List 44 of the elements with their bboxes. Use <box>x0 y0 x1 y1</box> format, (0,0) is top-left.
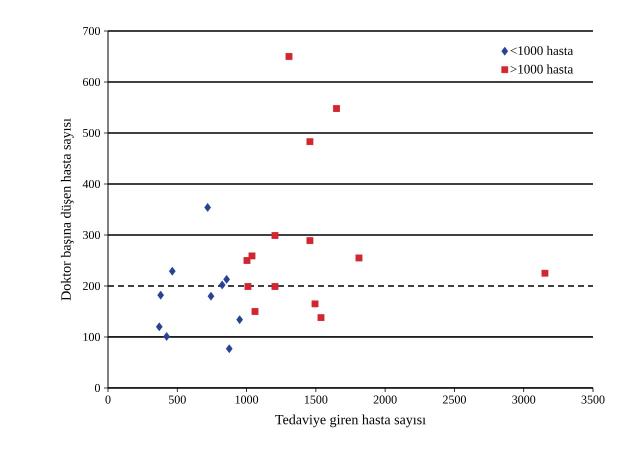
point <box>248 252 256 260</box>
x-tick-label: 500 <box>168 396 186 404</box>
x-axis-title: Tedaviye giren hasta sayısı <box>275 414 426 428</box>
y-tick-label: 300 <box>83 230 100 240</box>
point <box>318 314 324 322</box>
point <box>236 315 243 324</box>
y-tick-label: 600 <box>82 78 100 86</box>
point <box>244 257 250 264</box>
point <box>244 283 252 290</box>
point <box>208 292 214 301</box>
x-tick-label: 3500 <box>582 396 605 404</box>
point <box>306 237 314 244</box>
point <box>204 203 211 212</box>
point <box>333 105 340 112</box>
y-tick-label: 500 <box>83 128 100 138</box>
point <box>223 274 230 284</box>
y-tick-label: 100 <box>84 332 100 342</box>
y-axis-title: Doktor başına düşen hasta sayısı <box>60 118 74 300</box>
x-tick-label: 2000 <box>374 396 397 404</box>
y-tick-label: 700 <box>83 26 100 36</box>
point <box>163 332 170 341</box>
point <box>286 53 292 60</box>
x-tick-label: 2500 <box>442 396 466 404</box>
y-tick-label: 400 <box>82 180 100 188</box>
point <box>226 344 233 354</box>
point <box>252 308 258 315</box>
point <box>168 266 176 276</box>
point <box>218 280 226 290</box>
point <box>157 290 164 300</box>
point <box>356 254 362 262</box>
legend-label: >1000 hasta <box>510 64 574 74</box>
point <box>156 322 163 332</box>
x-tick-label: 1000 <box>236 396 258 404</box>
legend-label: <1000 hasta <box>510 46 574 56</box>
y-tick-label: 0 <box>94 384 100 392</box>
x-tick-label: 0 <box>105 396 111 404</box>
point <box>306 138 314 146</box>
point <box>272 283 278 290</box>
x-tick-label: 1500 <box>304 396 328 404</box>
x-tick-label: 3000 <box>512 396 536 404</box>
y-tick-label: 200 <box>83 282 100 290</box>
point <box>272 232 278 239</box>
point <box>312 300 318 308</box>
point <box>542 270 548 277</box>
